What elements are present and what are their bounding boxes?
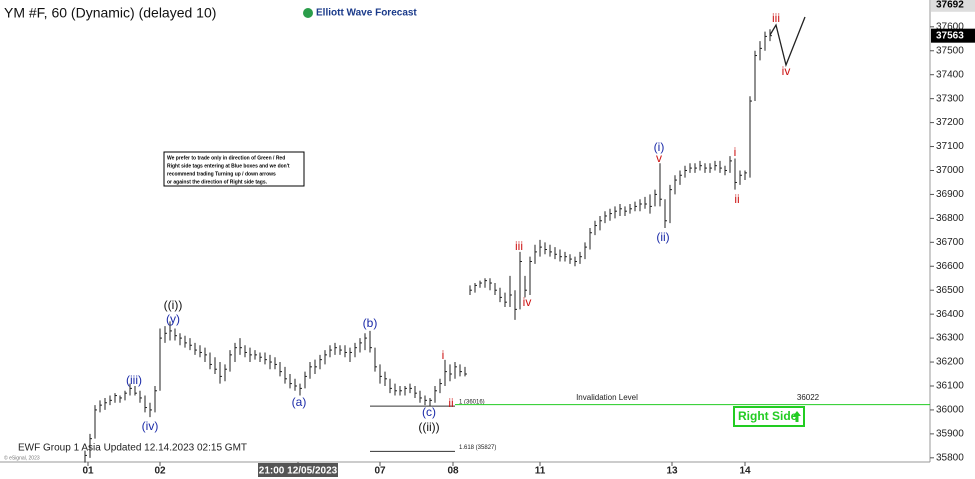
right-side-box: [733, 406, 805, 427]
wave-label: ii: [734, 192, 739, 206]
y-tick-label: 36800: [936, 213, 964, 224]
level-label: Invalidation Level: [576, 393, 638, 402]
y-tick-label: 36300: [936, 333, 964, 344]
y-tick-label: 37500: [936, 45, 964, 56]
wave-label: i: [442, 348, 445, 362]
y-tick-label: 36100: [936, 381, 964, 392]
wave-label: v: [656, 151, 662, 165]
y-tick-label: 36900: [936, 189, 964, 200]
logo-icon: [303, 8, 313, 18]
right-side-label: Right Side: [738, 409, 798, 423]
y-tick-label: 37300: [936, 93, 964, 104]
note-box: [163, 151, 305, 187]
wave-label: (ii): [656, 230, 669, 244]
y-tick-label: 37100: [936, 141, 964, 152]
y-tick-label: 37000: [936, 165, 964, 176]
x-tick-label: 14: [739, 466, 751, 477]
price-tag-label: 37563: [936, 30, 964, 41]
price-tag-label: 37692: [936, 0, 964, 10]
projection-path: [769, 16, 806, 68]
level-label: 1 (36016): [459, 400, 485, 406]
wave-label: iv: [782, 64, 791, 78]
wave-label: ((ii)): [418, 420, 439, 434]
x-tick-label: 13: [666, 466, 678, 477]
right-side-arrow: [793, 411, 801, 422]
wave-label: (b): [363, 316, 378, 330]
wave-label: iv: [523, 295, 532, 309]
level-label: 1.618 (35827): [459, 445, 496, 451]
x-tick-label: 01: [82, 466, 94, 477]
y-tick-label: 35800: [936, 452, 964, 463]
wave-label: (a): [292, 395, 307, 409]
wave-label: (c): [422, 405, 436, 419]
note-line: Right side tags entering at Blue boxes a…: [167, 163, 290, 169]
x-tick-label: 02: [154, 466, 166, 477]
wave-label: (i): [654, 140, 665, 154]
wave-label: iii: [515, 239, 523, 253]
footer: EWF Group 1 Asia Updated 12.14.2023 02:1…: [18, 443, 247, 454]
crosshair-date-box: [258, 463, 338, 477]
y-tick-label: 35900: [936, 429, 964, 440]
wave-label: (y): [166, 312, 180, 326]
chart-title: YM #F, 60 (Dynamic) (delayed 10): [4, 5, 216, 21]
wave-label: iii: [772, 11, 780, 25]
y-tick-label: 36500: [936, 285, 964, 296]
x-tick-label: 07: [374, 466, 386, 477]
y-tick-label: 37200: [936, 117, 964, 128]
y-tick-label: 37600: [936, 21, 964, 32]
brand: Elliott Wave Forecast: [316, 8, 417, 19]
x-tick-label: 08: [447, 466, 459, 477]
wave-label: (iv): [142, 419, 159, 433]
copyright: © eSignal, 2023: [4, 454, 40, 461]
y-tick-label: 37400: [936, 69, 964, 80]
y-tick-label: 36700: [936, 237, 964, 248]
y-tick-label: 36600: [936, 261, 964, 272]
y-tick-label: 36000: [936, 405, 964, 416]
y-tick-label: 36400: [936, 309, 964, 320]
price-tag: [931, 28, 975, 43]
note-line: or against the direction of Right side t…: [167, 179, 268, 185]
wave-label: (iii): [126, 373, 142, 387]
note-line: We prefer to trade only in direction of …: [167, 155, 285, 161]
price-tag: [931, 0, 975, 12]
wave-label: ii: [448, 396, 453, 410]
level-value: 36022: [797, 393, 820, 402]
note-line: recommend trading Turning up / down arro…: [167, 171, 276, 177]
y-tick-label: 36200: [936, 357, 964, 368]
wave-label: ((i)): [164, 298, 183, 312]
x-tick-label: 11: [535, 466, 546, 477]
wave-label: i: [734, 145, 737, 159]
x-tick-label: 21:00 12/05/2023: [259, 466, 338, 477]
